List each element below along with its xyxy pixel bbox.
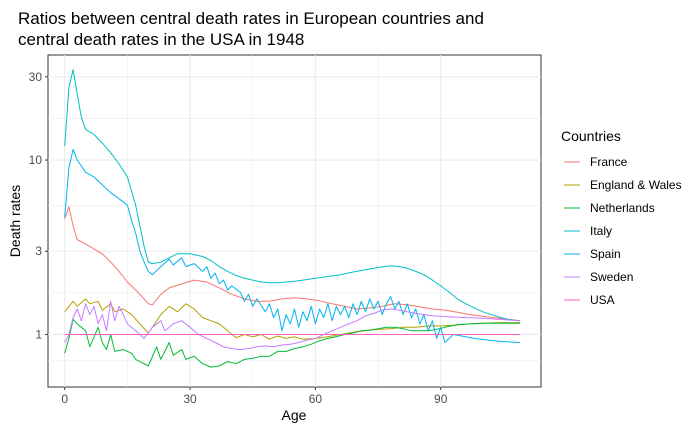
legend-label-sweden: Sweden bbox=[590, 270, 633, 284]
y-tick-label: 30 bbox=[29, 70, 43, 84]
legend-label-england-wales: England & Wales bbox=[590, 178, 682, 192]
legend-label-italy: Italy bbox=[590, 224, 612, 238]
legend-label-spain: Spain bbox=[590, 247, 621, 261]
x-tick-label: 0 bbox=[61, 392, 68, 406]
series-line-netherlands bbox=[64, 318, 521, 368]
series-lines bbox=[64, 69, 521, 368]
y-tick-label: 3 bbox=[35, 244, 42, 258]
x-tick-label: 30 bbox=[183, 392, 197, 406]
series-line-italy bbox=[64, 69, 521, 322]
y-tick-label: 1 bbox=[35, 327, 42, 341]
legend-label-netherlands: Netherlands bbox=[590, 201, 655, 215]
legend-label-france: France bbox=[590, 155, 628, 169]
series-line-england-wales bbox=[64, 298, 521, 340]
x-tick-label: 90 bbox=[434, 392, 448, 406]
x-tick-label: 60 bbox=[309, 392, 323, 406]
legend-title: Countries bbox=[561, 128, 621, 144]
y-axis-title: Death rates bbox=[7, 185, 23, 257]
x-axis-title: Age bbox=[282, 407, 307, 423]
gridlines bbox=[48, 55, 541, 387]
x-axis-ticks: 0 30 60 90 bbox=[61, 387, 448, 406]
series-line-france bbox=[64, 206, 521, 322]
series-line-spain bbox=[64, 148, 521, 343]
chart-title-line-2: central death rates in the USA in 1948 bbox=[18, 30, 304, 49]
chart-title-line-1: Ratios between central death rates in Eu… bbox=[18, 9, 484, 28]
plot-panel bbox=[47, 54, 542, 388]
series-line-sweden bbox=[64, 300, 521, 350]
y-axis-ticks: 1 3 10 30 bbox=[29, 70, 48, 341]
legend: Countries France England & Wales Netherlan… bbox=[561, 128, 682, 307]
legend-label-usa: USA bbox=[590, 293, 615, 307]
y-tick-label: 10 bbox=[29, 153, 43, 167]
